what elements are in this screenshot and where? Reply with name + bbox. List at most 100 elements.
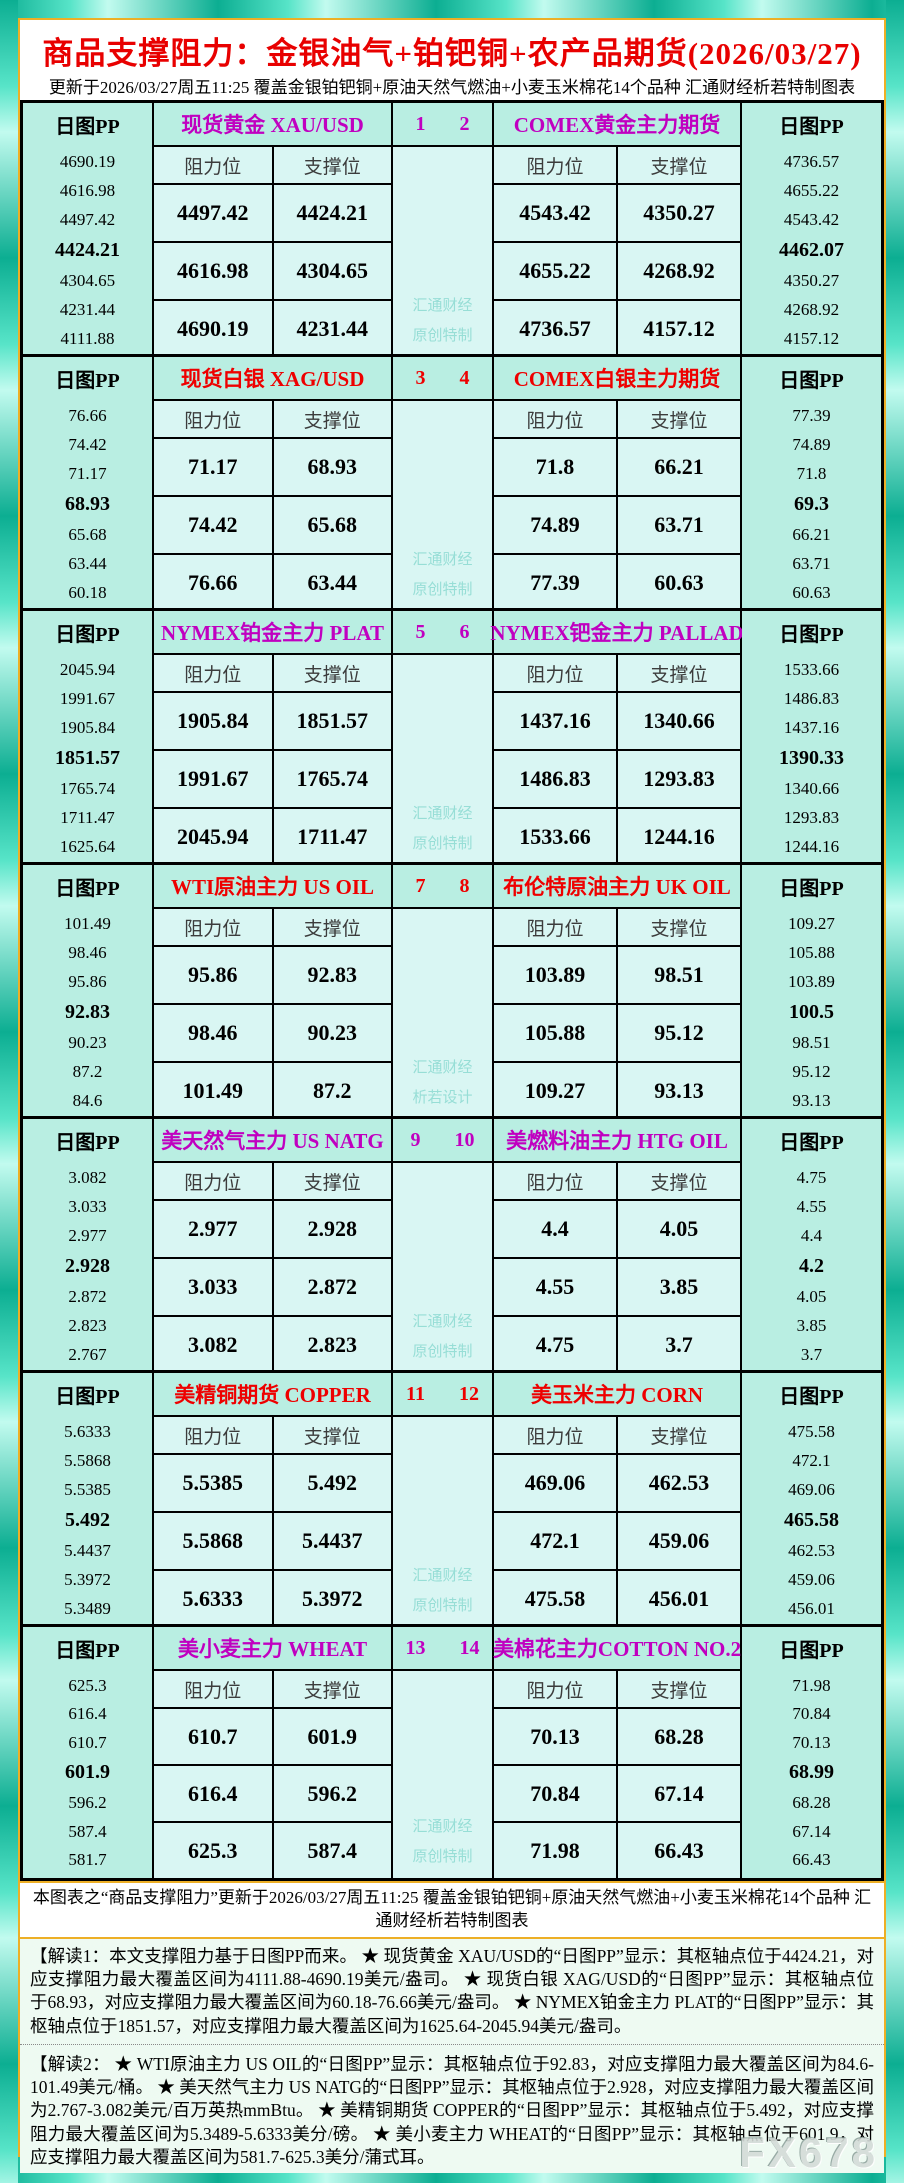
pair-index-column: 5 6 汇通财经 原创特制 [393,611,494,865]
pp-level-value: 77.39 [792,406,831,425]
resistance-value: 4.4 [541,1216,569,1241]
pp-level-value: 625.3 [68,1675,107,1695]
levels-table: 阻力位 支撑位 610.7 601.9 616.4 596.2 625.3 587.4 [154,1669,391,1878]
support-header: 支撑位 [616,655,740,691]
watermark-line: 原创特制 [412,328,473,344]
resistance-value: 475.58 [524,1586,586,1611]
pp-level-value: 60.18 [68,583,107,602]
instrument-title: COMEX白银主力期货 [513,367,721,391]
pp-level-value: 1244.16 [783,837,840,856]
instrument-table-right: 美燃料油主力 HTG OIL 阻力位 支撑位 4.4 4.05 4.55 3.85 4.75 3… [494,1119,742,1373]
support-value: 3.85 [616,1259,740,1315]
pp-pivot-value: 465.58 [784,1509,839,1531]
levels-row: 5.6333 5.3972 [154,1569,391,1627]
levels-table-header: 阻力位 支撑位 [154,655,391,691]
pp-level-value: 1765.74 [59,779,116,798]
pp-header: 日图PP [55,115,120,138]
support-header: 支撑位 [271,401,392,437]
support-value: 60.63 [616,555,740,611]
pp-level-value: 4616.98 [59,181,116,200]
pp-level-value: 66.43 [792,1850,831,1870]
levels-row: 610.7 601.9 [154,1707,391,1764]
resistance-value: 105.88 [524,1020,586,1045]
pair-index-header: 9 10 [393,1119,492,1163]
resistance-value: 101.49 [182,1078,244,1103]
support-value: 4268.92 [616,243,740,299]
support-value: 4350.27 [616,185,740,241]
pp-level-value: 2.823 [68,1316,107,1335]
pp-level-value: 105.88 [788,943,835,962]
pp-level-value: 3.85 [796,1316,827,1335]
pp-header: 日图PP [55,1639,120,1662]
resistance-value: 469.06 [524,1470,586,1495]
pp-level-value: 475.58 [788,1422,835,1441]
resistance-value: 4616.98 [177,258,249,283]
pp-level-value: 4.75 [796,1168,827,1187]
levels-row: 71.8 66.21 [494,437,740,495]
pp-level-value: 5.3489 [64,1599,111,1618]
levels-table: 阻力位 支撑位 70.13 68.28 70.84 67.14 71.98 66.43 [494,1669,740,1878]
instrument-table-right: NYMEX钯金主力 PALLAD 阻力位 支撑位 1437.16 1340.66 1486… [490,611,744,865]
resistance-header: 阻力位 [526,664,584,686]
levels-row: 3.082 2.823 [154,1315,391,1373]
pp-column-right: 日图PP 4736.57 4655.22 4543.42 4462.07 4350.27 4… [742,103,881,357]
instrument-title: 美天然气主力 US NATG [161,1129,384,1153]
instrument-table-right: 美棉花主力COTTON NO.2 阻力位 支撑位 70.13 68.28 70.84 67.… [493,1627,742,1878]
support-value: 5.4437 [271,1513,392,1569]
support-value: 66.43 [616,1823,740,1878]
source-watermark: 汇通财经 析若设计 [393,1053,492,1113]
pair-index-right: 2 [459,112,470,135]
pp-level-value: 4690.19 [59,152,116,171]
panels-container: 日图PP 4690.19 4616.98 4497.42 4424.21 4304.65 4… [20,100,884,1881]
pp-column-left: 日图PP 5.6333 5.5868 5.5385 5.492 5.4437 5.3972 5… [23,1373,154,1627]
resistance-header: 阻力位 [184,918,242,940]
pair-index-left: 13 [405,1636,426,1659]
pp-column-right: 日图PP 4.75 4.55 4.4 4.2 4.05 3.85 3.7 [742,1119,881,1373]
support-value: 95.12 [616,1005,740,1061]
resistance-value: 625.3 [188,1837,238,1863]
levels-row: 469.06 462.53 [494,1453,740,1511]
pp-level-value: 596.2 [68,1793,107,1813]
pair-index-left: 11 [406,1382,425,1405]
page-subtitle: 更新于2026/03/27周五11:25 覆盖金银铂钯铜+原油天然气燃油+小麦玉… [48,78,856,97]
levels-table-header: 阻力位 支撑位 [154,401,391,437]
resistance-value: 71.17 [188,454,238,479]
levels-table: 阻力位 支撑位 103.89 98.51 105.88 95.12 109.27 93.13 [494,907,740,1119]
support-value: 4.05 [616,1201,740,1257]
resistance-header: 阻力位 [184,1680,242,1702]
resistance-header: 阻力位 [184,1426,242,1448]
levels-table: 阻力位 支撑位 71.17 68.93 74.42 65.68 76.66 63.44 [154,399,391,611]
pp-level-value: 4304.65 [59,271,116,290]
support-value: 1293.83 [616,751,740,807]
resistance-value: 5.5385 [182,1470,244,1495]
levels-row: 472.1 459.06 [494,1511,740,1569]
pp-level-value: 456.01 [788,1599,835,1618]
source-watermark: 汇通财经 原创特制 [393,1307,492,1367]
instrument-title: 布伦特原油主力 UK OIL [503,875,731,899]
levels-row: 74.42 65.68 [154,495,391,553]
resistance-value: 1486.83 [519,766,591,791]
pp-pivot-value: 4.2 [799,1255,824,1277]
resistance-header: 阻力位 [184,1172,242,1194]
pp-values: 77.39 74.89 71.8 69.3 66.21 63.71 60.63 [742,399,881,611]
pp-level-value: 5.5868 [64,1451,111,1470]
pp-level-value: 4157.12 [783,329,840,348]
pp-level-value: 70.13 [792,1732,831,1752]
pp-values: 475.58 472.1 469.06 465.58 462.53 459.06 456.0… [742,1415,881,1627]
pp-level-value: 1340.66 [783,779,840,798]
levels-row: 109.27 93.13 [494,1061,740,1119]
watermark-line: 汇通财经 [412,1568,473,1584]
levels-table-header: 阻力位 支撑位 [494,401,740,437]
pp-level-value: 101.49 [64,914,111,933]
instrument-table-right: COMEX白银主力期货 阻力位 支撑位 71.8 66.21 74.89 63.71 77.3… [494,357,742,611]
levels-table-header: 阻力位 支撑位 [494,1671,740,1707]
resistance-value: 616.4 [188,1780,238,1806]
pp-level-value: 63.44 [68,554,107,573]
pp-level-value: 2.767 [68,1345,107,1364]
resistance-value: 95.86 [188,962,238,987]
resistance-value: 4736.57 [519,316,591,341]
frame-edge-right [886,0,904,2183]
levels-table: 阻力位 支撑位 2.977 2.928 3.033 2.872 3.082 2.823 [154,1161,391,1373]
pp-level-value: 581.7 [68,1850,107,1870]
